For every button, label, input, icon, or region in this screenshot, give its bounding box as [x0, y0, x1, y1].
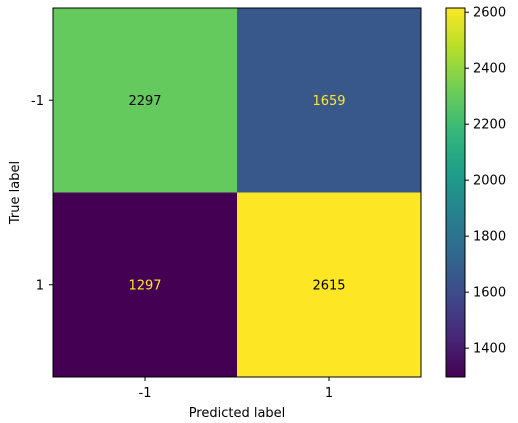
y-axis-label: True label: [8, 161, 23, 225]
y-tick-label: 1: [36, 278, 44, 293]
heatmap-cell: [237, 192, 421, 377]
x-tick-label: 1: [325, 386, 333, 401]
colorbar-ticks: 1400 1600 1800 2000 2200 2400 2600: [465, 6, 506, 357]
colorbar-tick-label: 1800: [473, 230, 506, 245]
cell-value-label: 1659: [312, 94, 345, 109]
y-axis-ticks: -1 1: [31, 94, 53, 293]
colorbar-tick-label: 2400: [473, 62, 506, 77]
colorbar-tick-label: 2200: [473, 118, 506, 133]
plot-frame: [52, 7, 422, 378]
x-axis-ticks: -1 1: [139, 377, 333, 401]
cell-value-label: 1297: [128, 278, 161, 293]
colorbar-tick-label: 2600: [473, 6, 506, 21]
heatmap-cell-labels: 2297 1659 1297 2615: [128, 94, 345, 294]
colorbar-tick-label: 1400: [473, 342, 506, 357]
heatmap-cell: [53, 8, 237, 193]
heatmap-cell: [237, 8, 421, 193]
heatmap-cells: [53, 8, 421, 377]
cell-value-label: 2615: [312, 278, 345, 293]
y-tick-label: -1: [31, 94, 44, 109]
colorbar-tick-label: 2000: [473, 174, 506, 189]
colorbar: [445, 7, 466, 378]
x-tick-label: -1: [139, 386, 152, 401]
colorbar-tick-label: 1600: [473, 286, 506, 301]
x-axis-label: Predicted label: [189, 406, 286, 421]
cell-value-label: 2297: [128, 94, 161, 109]
heatmap-cell: [53, 192, 237, 377]
